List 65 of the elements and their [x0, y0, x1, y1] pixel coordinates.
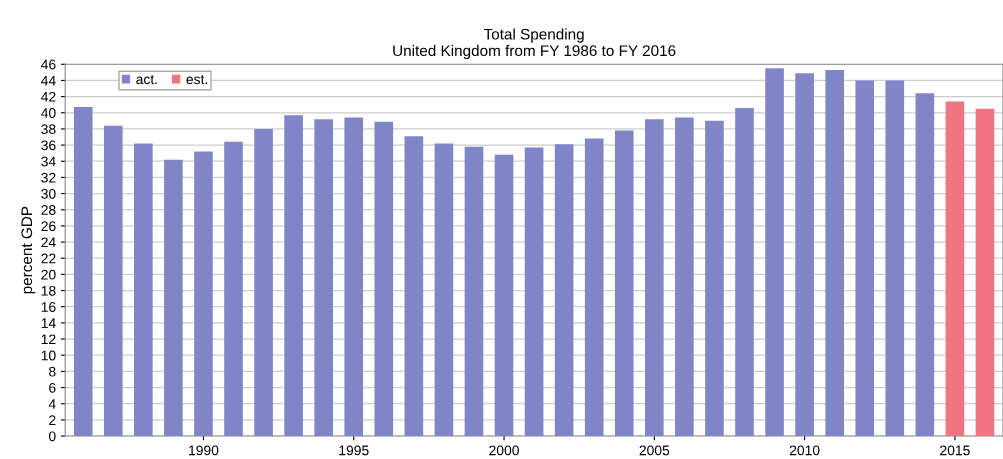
bar: [103, 125, 123, 437]
bar: [975, 108, 995, 437]
y-tick-label: 24: [41, 237, 56, 248]
y-axis-title: percent GDP: [21, 206, 36, 294]
bar: [254, 128, 273, 437]
bar: [614, 130, 634, 437]
bar: [584, 138, 604, 437]
y-tick-label: 40: [41, 108, 56, 118]
y-tick-label: 22: [41, 253, 56, 264]
y-tick-label: 0: [48, 431, 56, 442]
y-tick-label: 2: [49, 415, 56, 425]
x-tick-label: 2010: [789, 445, 820, 456]
y-tick-label: 46: [41, 59, 56, 70]
legend-label: est.: [186, 75, 207, 85]
bar: [915, 93, 935, 437]
y-tick-label: 32: [41, 172, 56, 183]
bar: [795, 73, 814, 437]
y-tick-label: 6: [49, 382, 56, 393]
bar: [524, 147, 544, 437]
bar: [675, 117, 694, 437]
y-tick-label: 20: [41, 269, 56, 280]
chart-title: Total Spending United Kingdom from FY 1986 to FY 2016: [393, 28, 676, 60]
y-tick-label: 12: [41, 334, 56, 345]
bar: [945, 101, 965, 437]
y-tick-label: 44: [41, 75, 56, 86]
y-tick-label: 38: [41, 124, 56, 135]
bar: [705, 120, 724, 437]
y-tick-label: 36: [41, 140, 56, 151]
x-tick-label: 2000: [489, 445, 519, 456]
bar: [825, 69, 844, 437]
y-tick-label: 8: [49, 366, 56, 377]
bar: [164, 159, 183, 437]
bar: [434, 143, 454, 437]
y-tick-label: 28: [41, 205, 56, 215]
bar: [314, 119, 334, 437]
bar: [554, 144, 574, 437]
bar: [855, 80, 875, 437]
y-tick-label: 16: [41, 302, 56, 312]
bar: [494, 154, 514, 437]
bar: [464, 146, 484, 437]
bar: [73, 107, 93, 437]
bar: [194, 151, 213, 437]
bar: [885, 80, 905, 437]
bar: [765, 68, 784, 437]
x-tick-label: 2005: [639, 445, 670, 456]
bar: [404, 136, 424, 437]
bar: [284, 115, 303, 437]
bar: [224, 141, 243, 437]
x-tick-label: 1995: [339, 445, 369, 456]
bar: [374, 121, 394, 437]
y-tick-label: 18: [41, 285, 56, 296]
y-tick-label: 10: [41, 350, 56, 361]
bar: [735, 107, 754, 437]
x-tick-label: 1990: [189, 445, 219, 456]
bar: [344, 117, 364, 437]
y-tick-label: 14: [41, 318, 56, 328]
bar: [645, 119, 664, 437]
legend-label: act.: [136, 75, 157, 85]
y-tick-label: 30: [41, 188, 56, 199]
bar: [134, 143, 153, 437]
y-tick-label: 4: [48, 399, 56, 409]
y-tick-label: 34: [41, 156, 56, 167]
x-tick-label: 2015: [940, 445, 970, 456]
y-tick-label: 26: [41, 221, 56, 232]
y-tick-label: 42: [41, 91, 56, 102]
